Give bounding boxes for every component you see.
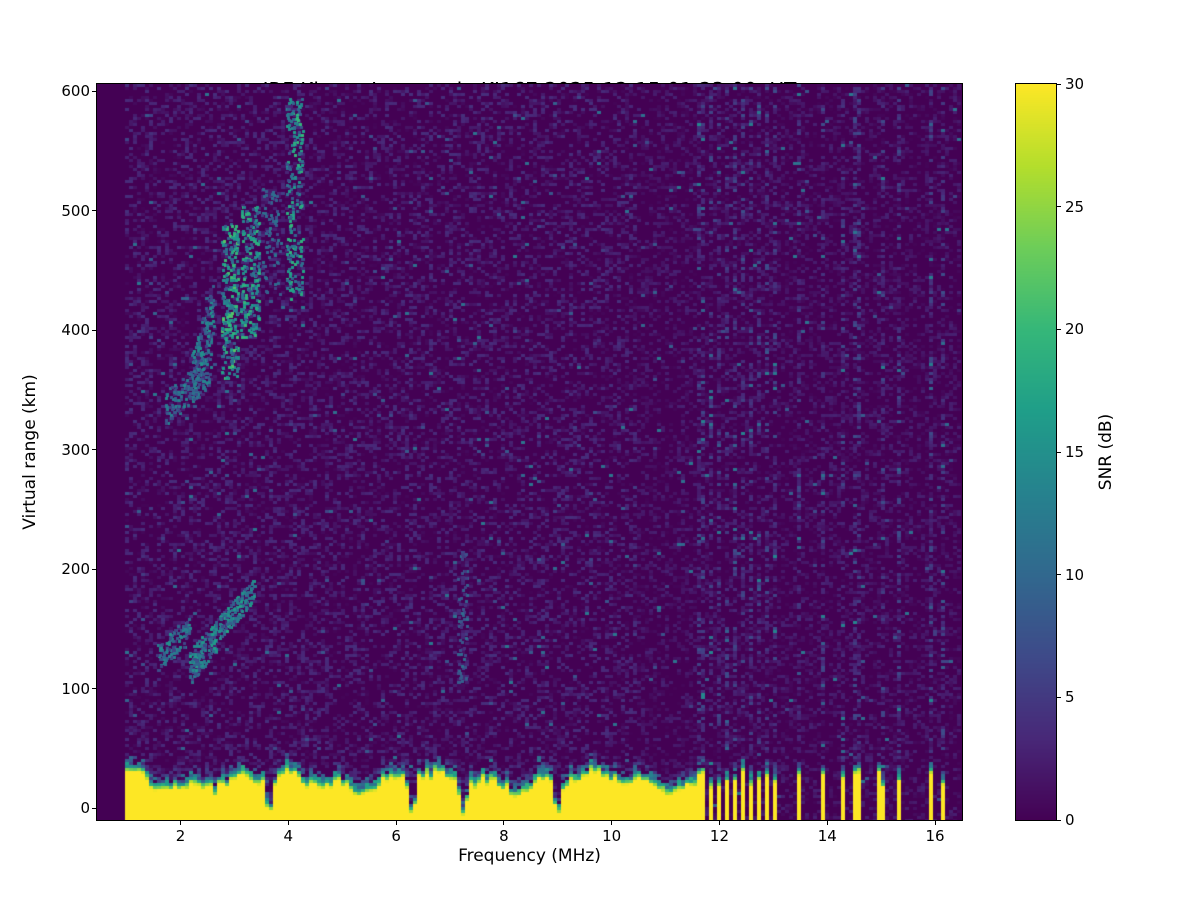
x-tick-mark	[503, 821, 505, 825]
y-tick-label: 200	[61, 560, 90, 579]
y-tick-label: 0	[80, 799, 90, 818]
y-axis-label-text: Virtual range (km)	[20, 374, 40, 530]
ionogram-heatmap	[96, 83, 963, 821]
x-tick-label: 16	[925, 827, 945, 845]
colorbar-tick-label: 10	[1065, 565, 1085, 584]
x-tick-mark	[611, 821, 613, 825]
y-tick-mark	[92, 688, 96, 690]
x-tick-label: 2	[175, 827, 186, 845]
y-tick-label: 600	[61, 82, 90, 101]
y-tick-mark	[92, 449, 96, 451]
y-tick-mark	[92, 329, 96, 331]
x-tick-label: 6	[391, 827, 401, 845]
colorbar-tick-mark	[1057, 696, 1061, 698]
x-tick-label: 14	[817, 827, 837, 845]
x-tick-mark	[287, 821, 289, 825]
y-tick-label: 300	[61, 440, 90, 459]
colorbar-tick-mark	[1057, 574, 1061, 576]
colorbar-tick-mark	[1057, 83, 1061, 85]
colorbar-tick-label: 5	[1065, 688, 1075, 707]
x-tick-mark	[934, 821, 936, 825]
x-tick-mark	[395, 821, 397, 825]
y-tick-mark	[92, 210, 96, 212]
y-tick-mark	[92, 807, 96, 809]
colorbar-tick-mark	[1057, 819, 1061, 821]
colorbar-tick-label: 25	[1065, 197, 1085, 216]
x-tick-mark	[826, 821, 828, 825]
colorbar-tick-label: 20	[1065, 320, 1085, 339]
y-tick-label: 400	[61, 321, 90, 340]
y-tick-mark	[92, 90, 96, 92]
colorbar-gradient	[1015, 83, 1057, 821]
y-tick-label: 500	[61, 201, 90, 220]
colorbar-tick-label: 15	[1065, 443, 1085, 461]
x-tick-label: 4	[283, 827, 294, 845]
x-tick-mark	[180, 821, 182, 825]
y-tick-label: 100	[61, 679, 90, 698]
x-tick-label: 12	[709, 827, 730, 845]
x-tick-label: 8	[499, 827, 509, 845]
colorbar-tick-mark	[1057, 451, 1061, 453]
colorbar-label-text: SNR (dB)	[1096, 413, 1116, 491]
y-tick-mark	[92, 568, 96, 570]
x-axis-label: Frequency (MHz)	[458, 846, 601, 866]
colorbar-tick-label: 0	[1065, 811, 1075, 829]
x-tick-label: 10	[602, 827, 622, 845]
colorbar-tick-mark	[1057, 206, 1061, 208]
colorbar-tick-mark	[1057, 328, 1061, 330]
x-tick-mark	[718, 821, 720, 825]
colorbar-tick-label: 30	[1065, 75, 1085, 93]
